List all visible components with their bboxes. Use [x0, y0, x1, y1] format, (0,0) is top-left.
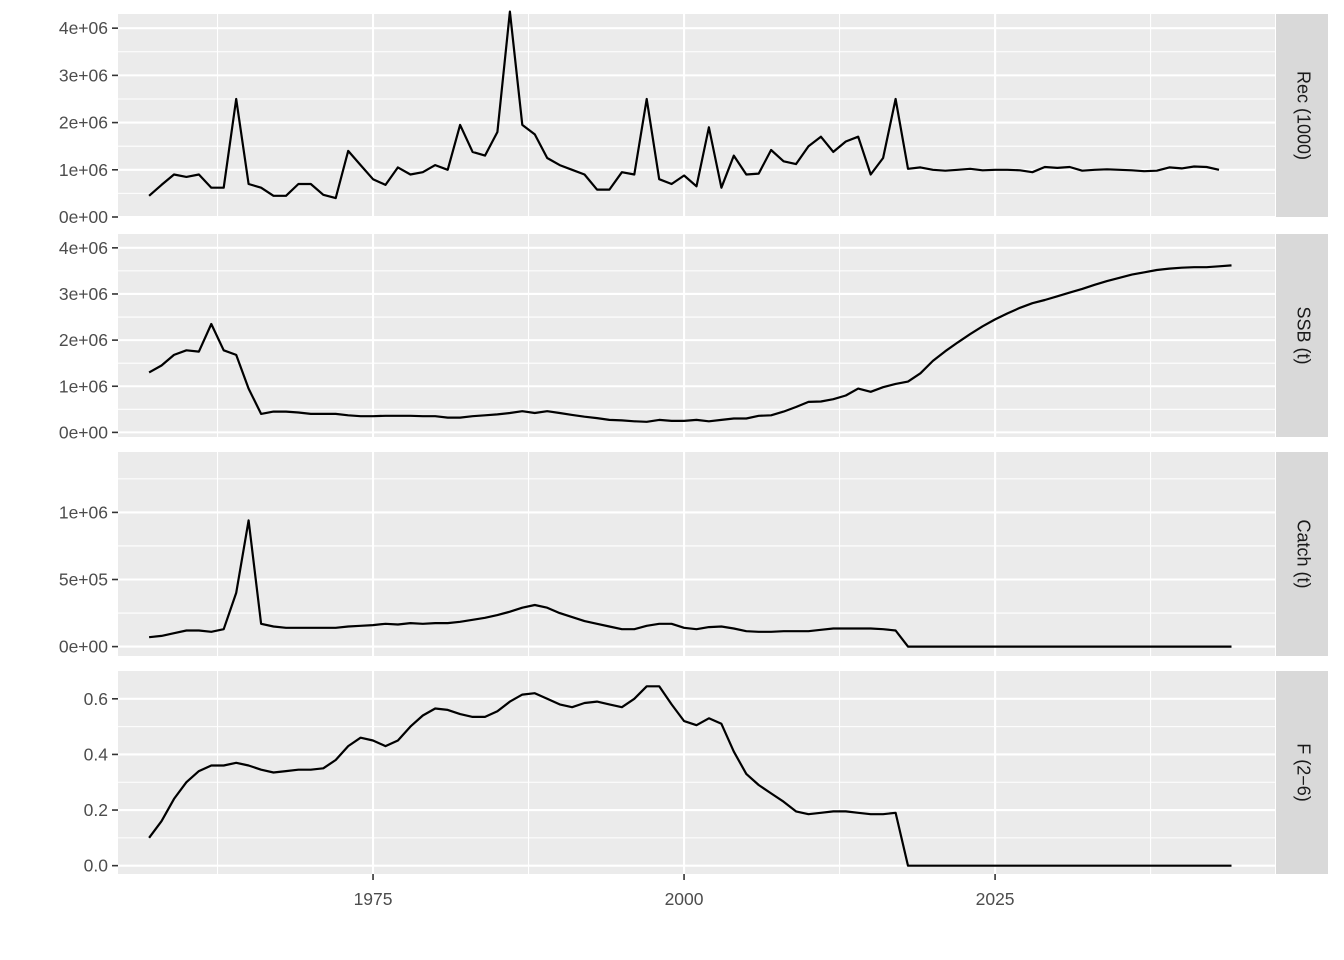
x-tick-label: 2025	[976, 889, 1015, 909]
y-tick-label: 2e+06	[59, 330, 108, 350]
y-tick-label: 1e+06	[59, 502, 108, 522]
y-tick-label: 3e+06	[59, 65, 108, 85]
facet-strip-label: Rec (1000)	[1293, 71, 1313, 160]
y-tick-label: 0e+00	[59, 422, 108, 442]
y-tick-label: 4e+06	[59, 238, 108, 258]
facet-strip-label: Catch (t)	[1293, 519, 1313, 588]
y-tick-label: 0e+00	[59, 637, 108, 657]
y-tick-label: 0.2	[84, 800, 108, 820]
panel-background	[118, 452, 1275, 656]
facet-strip	[1276, 234, 1328, 437]
facet-strip-label: SSB (t)	[1293, 306, 1313, 364]
series-line-ssb	[148, 264, 1232, 423]
x-tick-label: 2000	[665, 889, 704, 909]
y-tick-label: 1e+06	[59, 376, 108, 396]
facet-strip-label: F (2−6)	[1293, 743, 1313, 802]
facet-strip	[1276, 671, 1328, 874]
facet-strip	[1276, 14, 1328, 217]
y-tick-label: 4e+06	[59, 18, 108, 38]
y-tick-label: 3e+06	[59, 284, 108, 304]
x-tick-label: 1975	[354, 889, 393, 909]
facet-strip	[1276, 452, 1328, 656]
panel-background	[118, 671, 1275, 874]
y-tick-label: 1e+06	[59, 160, 108, 180]
series-line-catch	[148, 519, 1232, 648]
y-tick-label: 0.0	[84, 856, 109, 876]
series-line-f	[148, 685, 1232, 867]
y-tick-label: 0.6	[84, 689, 108, 709]
panel-background	[118, 234, 1275, 437]
y-tick-label: 0e+00	[59, 207, 108, 227]
y-tick-label: 5e+05	[59, 570, 108, 590]
series-line-rec	[148, 10, 1220, 200]
y-tick-label: 2e+06	[59, 113, 108, 133]
y-tick-label: 0.4	[84, 744, 109, 764]
